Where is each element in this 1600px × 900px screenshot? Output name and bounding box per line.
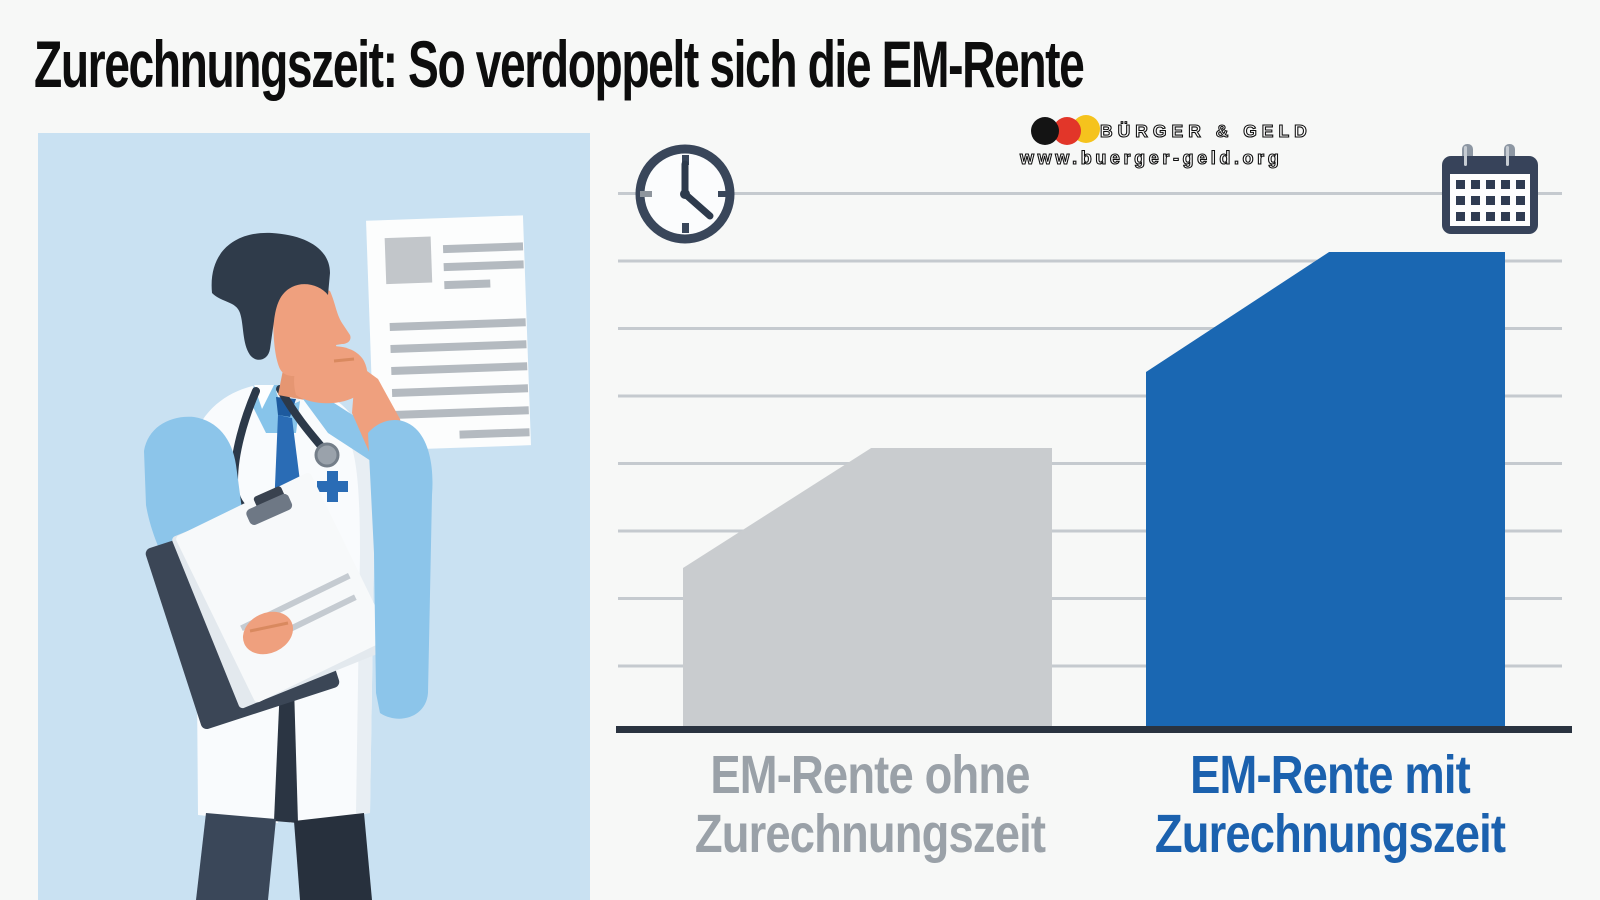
axis-baseline — [616, 726, 1572, 733]
brand-url: www.buerger-geld.org — [1019, 148, 1282, 168]
calendar-icon — [1442, 144, 1538, 234]
gridline — [618, 664, 1562, 668]
bar-label-without: EM-Rente ohne Zurechnungszeit — [660, 746, 1080, 864]
gridline — [618, 192, 1562, 195]
medical-cross-icon — [317, 471, 348, 502]
clock-icon — [635, 144, 735, 244]
trousers-center — [274, 685, 298, 823]
bar-label-with: EM-Rente mit Zurechnungszeit — [1124, 746, 1536, 864]
gridlines — [618, 192, 1562, 668]
bar-chart — [616, 192, 1572, 733]
flag-red-circle — [1053, 117, 1081, 145]
clipboard — [145, 472, 390, 730]
bar-label-with-line1: EM-Rente mit — [1190, 745, 1471, 805]
page-title: Zurechnungszeit: So verdoppelt sich die … — [34, 27, 1085, 101]
bar-label-without-line2: Zurechnungszeit — [694, 804, 1046, 864]
brand-logo: BÜRGER & GELD www.buerger-geld.org — [1018, 115, 1312, 169]
hair — [211, 232, 330, 360]
doctor-illustration — [38, 133, 590, 900]
left-hand — [242, 611, 294, 655]
gridline — [618, 327, 1562, 330]
gridline — [618, 597, 1562, 600]
bar-label-with-line2: Zurechnungszeit — [1154, 804, 1506, 864]
bar-without-zurechnungszeit — [683, 448, 1052, 730]
wall-document — [366, 215, 531, 451]
gridline — [618, 259, 1562, 263]
gridline — [618, 462, 1562, 465]
stethoscope-chestpiece — [314, 442, 340, 468]
right-leg — [294, 813, 372, 900]
bar-label-without-line1: EM-Rente ohne — [710, 745, 1030, 805]
gridline — [618, 529, 1562, 533]
gridline — [618, 394, 1562, 398]
bars — [683, 252, 1505, 730]
flag-black-circle — [1031, 117, 1059, 145]
brand-name: BÜRGER & GELD — [1100, 121, 1312, 141]
right-sleeve — [368, 419, 433, 719]
bar-with-zurechnungszeit — [1146, 252, 1505, 730]
left-leg — [196, 813, 276, 900]
